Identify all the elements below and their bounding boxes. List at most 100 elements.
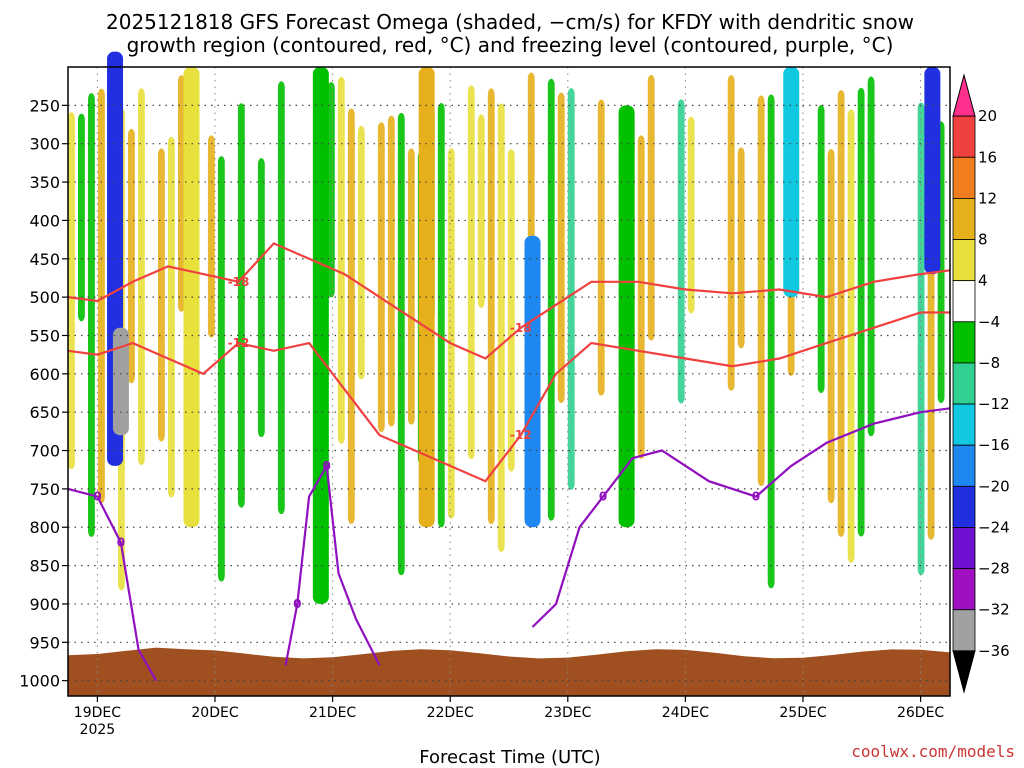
colorbar-swatch xyxy=(952,280,976,323)
colorbar-tick-label: −4 xyxy=(978,313,1000,331)
y-tick-label: 350 xyxy=(29,173,60,192)
omega-streak xyxy=(347,108,355,524)
x-tick-label: 23DEC xyxy=(544,705,591,721)
contour-label: -12 xyxy=(510,428,532,442)
contour-label: -18 xyxy=(510,321,532,335)
colorbar-tick-label: −24 xyxy=(978,518,1010,536)
omega-streak xyxy=(277,81,285,515)
omega-feature xyxy=(783,67,800,298)
omega-streak xyxy=(237,103,245,508)
colorbar-tick-label: 8 xyxy=(978,231,988,249)
x-tick-year: 2025 xyxy=(80,722,116,738)
omega-streak xyxy=(557,92,565,403)
omega-feature xyxy=(183,67,200,528)
x-tick-label: 21DEC xyxy=(309,705,356,721)
omega-streak xyxy=(127,128,135,384)
omega-streak xyxy=(467,85,475,460)
colorbar-swatch xyxy=(952,239,976,282)
colorbar-tick-label: 4 xyxy=(978,272,988,290)
y-tick-label: 850 xyxy=(29,557,60,576)
colorbar-swatch xyxy=(952,568,976,611)
chart-title-line-2: growth region (contoured, red, °C) and f… xyxy=(127,33,894,57)
colorbar-swatch xyxy=(952,321,976,364)
omega-streak xyxy=(547,78,555,521)
omega-streak xyxy=(857,87,865,537)
omega-streak xyxy=(497,103,505,552)
colorbar-tick-label: −16 xyxy=(978,436,1010,454)
ground-surface xyxy=(68,647,950,696)
omega-streak xyxy=(647,75,655,341)
y-tick-label: 500 xyxy=(29,288,60,307)
y-tick-label: 1000 xyxy=(19,672,60,691)
omega-feature xyxy=(524,235,541,528)
colorbar-swatch xyxy=(952,403,976,446)
omega-streak xyxy=(337,77,345,444)
omega-streak xyxy=(507,149,515,472)
colorbar-tick-label: −28 xyxy=(978,560,1010,578)
y-tick-label: 450 xyxy=(29,250,60,269)
omega-streak xyxy=(377,122,385,432)
colorbar-swatch xyxy=(952,156,976,199)
omega-streak xyxy=(477,114,485,308)
colorbar-swatch xyxy=(952,115,976,158)
contour-label: 0 xyxy=(293,597,301,611)
contour-label: 0 xyxy=(323,459,331,473)
omega-streak xyxy=(87,93,95,537)
y-tick-label: 900 xyxy=(29,595,60,614)
colorbar-tick-label: −36 xyxy=(978,642,1010,660)
omega-streak xyxy=(157,148,165,442)
omega-streak xyxy=(827,148,835,504)
colorbar-swatch xyxy=(952,650,976,694)
omega-feature xyxy=(112,327,129,436)
y-tick-label: 800 xyxy=(29,518,60,537)
omega-streak xyxy=(837,90,845,537)
contour-label: -12 xyxy=(228,336,250,350)
colorbar-tick-label: 16 xyxy=(978,148,997,166)
omega-streak xyxy=(327,82,335,298)
colorbar-tick-label: −32 xyxy=(978,601,1010,619)
colorbar: 20 16 12 8 4 −4 −8 −12 −16 −20 −24 −28 −32 −36 xyxy=(952,73,1010,694)
omega-streak xyxy=(387,115,395,427)
gridlines xyxy=(68,67,950,696)
omega-streak xyxy=(817,104,825,393)
omega-feature xyxy=(618,105,635,528)
omega-streak xyxy=(407,148,415,425)
colorbar-swatch xyxy=(952,362,976,405)
colorbar-swatch xyxy=(952,444,976,487)
contours: -18 -18 -12 -12 0 0 0 0 0 0 xyxy=(67,242,951,682)
omega-streak xyxy=(167,136,175,498)
colorbar-tick-label: 20 xyxy=(978,107,997,125)
colorbar-swatch xyxy=(952,485,976,528)
omega-feature xyxy=(924,67,941,275)
colorbar-swatch xyxy=(952,527,976,570)
x-tick-label: 26DEC xyxy=(897,705,944,721)
colorbar-swatch xyxy=(952,73,976,117)
contour-line--12 xyxy=(67,311,950,483)
plot-frame xyxy=(67,66,951,697)
colorbar-tick-label: −8 xyxy=(978,354,1000,372)
omega-streak xyxy=(97,88,105,504)
contour-label: 0 xyxy=(752,490,760,504)
omega-streak xyxy=(737,147,745,349)
y-tick-label: 550 xyxy=(29,326,60,345)
omega-texture xyxy=(68,72,945,591)
y-tick-label: 600 xyxy=(29,365,60,384)
contour-line-0 xyxy=(284,462,381,666)
omega-streak xyxy=(437,103,445,528)
x-tick-label: 24DEC xyxy=(662,705,709,721)
contour-line-0 xyxy=(531,407,951,628)
y-tick-label: 750 xyxy=(29,480,60,499)
omega-streak xyxy=(397,112,405,576)
colorbar-tick-label: −12 xyxy=(978,395,1010,413)
x-tick-label: 22DEC xyxy=(427,705,474,721)
contour-line--18 xyxy=(67,242,951,360)
y-tick-label: 700 xyxy=(29,442,60,461)
omega-streak xyxy=(217,156,225,582)
omega-streak xyxy=(357,125,365,380)
x-tick-label: 25DEC xyxy=(779,705,826,721)
credit-link[interactable]: coolwx.com/models xyxy=(851,742,1015,761)
colorbar-tick-label: 12 xyxy=(978,189,997,207)
contour-label: 0 xyxy=(93,490,101,504)
omega-streak xyxy=(447,148,455,519)
